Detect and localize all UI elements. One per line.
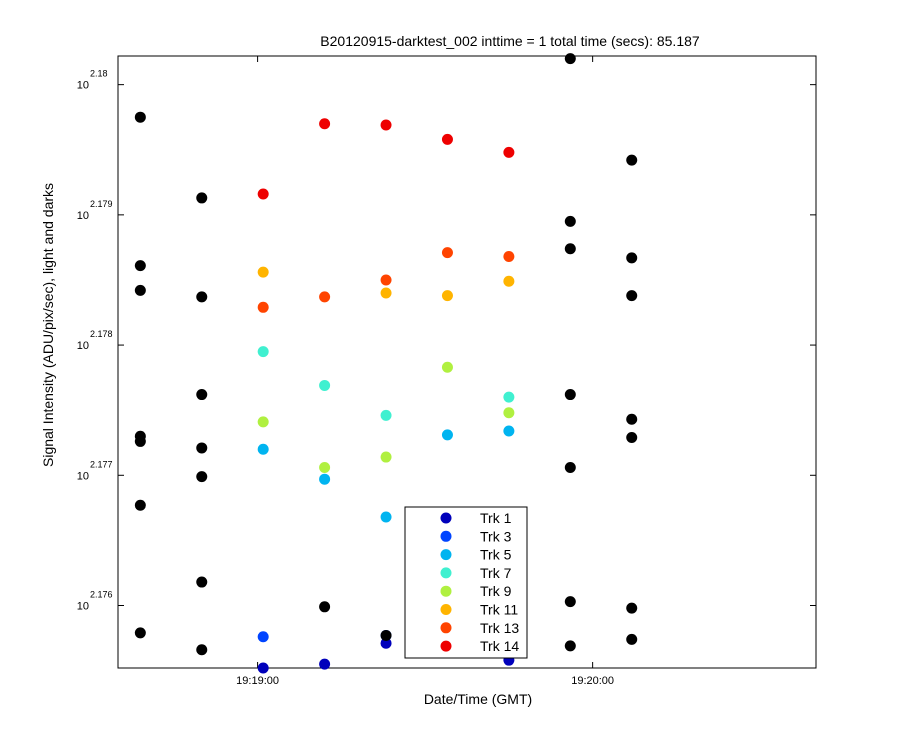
legend-marker: [440, 530, 452, 542]
y-tick-exponent: 2.176: [90, 589, 113, 599]
data-point: [503, 275, 515, 287]
data-point: [257, 631, 269, 643]
x-axis-ticks: 19:19:00 19:20:00: [236, 56, 614, 687]
data-point: [319, 379, 331, 391]
x-tick-label: 19:19:00: [236, 675, 279, 687]
data-point: [380, 511, 392, 523]
data-point: [626, 290, 638, 302]
data-point: [441, 361, 453, 373]
legend-label: Trk 1: [480, 510, 512, 526]
data-point: [564, 596, 576, 608]
legend-label: Trk 14: [480, 638, 519, 654]
x-tick-label: 19:20:00: [571, 675, 614, 687]
data-point: [503, 425, 515, 437]
data-point: [503, 251, 515, 263]
legend-label: Trk 7: [480, 565, 512, 581]
data-point: [196, 192, 208, 204]
data-point: [319, 658, 331, 670]
legend-label: Trk 5: [480, 547, 512, 563]
data-point: [196, 291, 208, 303]
data-point: [626, 252, 638, 264]
legend-marker: [440, 622, 452, 634]
data-point: [564, 215, 576, 227]
legend-marker: [440, 567, 452, 579]
y-axis-title: Signal Intensity (ADU/pix/sec), light an…: [40, 183, 56, 467]
data-point: [196, 471, 208, 483]
data-point: [626, 432, 638, 444]
data-point: [441, 429, 453, 441]
data-point: [134, 111, 146, 123]
data-point: [564, 243, 576, 255]
data-point: [503, 146, 515, 158]
data-point: [380, 409, 392, 421]
data-point: [564, 53, 576, 65]
data-point: [503, 407, 515, 419]
y-tick-label: 10: [77, 470, 89, 482]
data-point: [196, 644, 208, 656]
data-markers: [134, 53, 638, 674]
data-point: [319, 473, 331, 485]
data-point: [380, 119, 392, 131]
data-point: [319, 118, 331, 130]
legend-label: Trk 11: [480, 602, 518, 618]
chart-title: B20120915-darktest_002 inttime = 1 total…: [320, 33, 700, 49]
data-point: [134, 284, 146, 296]
data-point: [196, 389, 208, 401]
data-point: [380, 274, 392, 286]
data-point: [564, 389, 576, 401]
legend-marker: [440, 585, 452, 597]
data-point: [134, 435, 146, 447]
legend-marker: [440, 604, 452, 615]
data-point: [441, 247, 453, 259]
data-point: [626, 154, 638, 166]
data-point: [380, 451, 392, 463]
y-tick-exponent: 2.178: [90, 329, 113, 339]
data-point: [196, 576, 208, 588]
y-tick-label: 10: [77, 340, 89, 352]
data-point: [257, 188, 269, 200]
legend-marker: [440, 549, 452, 561]
y-tick-label: 10: [77, 600, 89, 612]
data-point: [626, 633, 638, 645]
legend-label: Trk 3: [480, 528, 512, 544]
y-tick-exponent: 2.177: [90, 459, 113, 469]
data-point: [134, 499, 146, 511]
data-point: [441, 133, 453, 145]
data-point: [564, 461, 576, 473]
data-point: [257, 266, 269, 278]
data-point: [319, 291, 331, 303]
x-axis-title: Date/Time (GMT): [424, 691, 532, 707]
legend-label: Trk 9: [480, 583, 512, 599]
data-point: [319, 461, 331, 473]
data-point: [380, 287, 392, 299]
data-point: [257, 443, 269, 455]
data-point: [319, 601, 331, 613]
y-tick-label: 10: [77, 80, 89, 92]
data-point: [196, 442, 208, 454]
data-point: [503, 391, 515, 403]
data-point: [380, 629, 392, 641]
data-point: [441, 290, 453, 302]
legend-marker: [440, 512, 452, 524]
data-point: [564, 640, 576, 652]
data-point: [257, 301, 269, 313]
data-point: [380, 637, 392, 649]
legend-box: [404, 506, 528, 659]
data-point: [257, 662, 269, 674]
data-point: [257, 346, 269, 358]
data-point: [626, 413, 638, 425]
data-point: [257, 416, 269, 428]
y-tick-exponent: 2.18: [90, 69, 108, 79]
data-point: [626, 602, 638, 614]
legend-items: Trk 1 Trk 3 Trk 5 Trk 7 Trk 9 Trk 11 Trk 13 Trk…: [440, 510, 519, 654]
data-point: [134, 260, 146, 272]
legend-marker: [440, 640, 452, 652]
legend: Trk 1 Trk 3 Trk 5 Trk 7 Trk 9 Trk 11 Trk 13 Trk…: [404, 506, 528, 659]
data-point: [134, 627, 146, 639]
y-tick-exponent: 2.179: [90, 199, 113, 209]
legend-label: Trk 13: [480, 620, 519, 636]
y-tick-label: 10: [77, 210, 89, 222]
